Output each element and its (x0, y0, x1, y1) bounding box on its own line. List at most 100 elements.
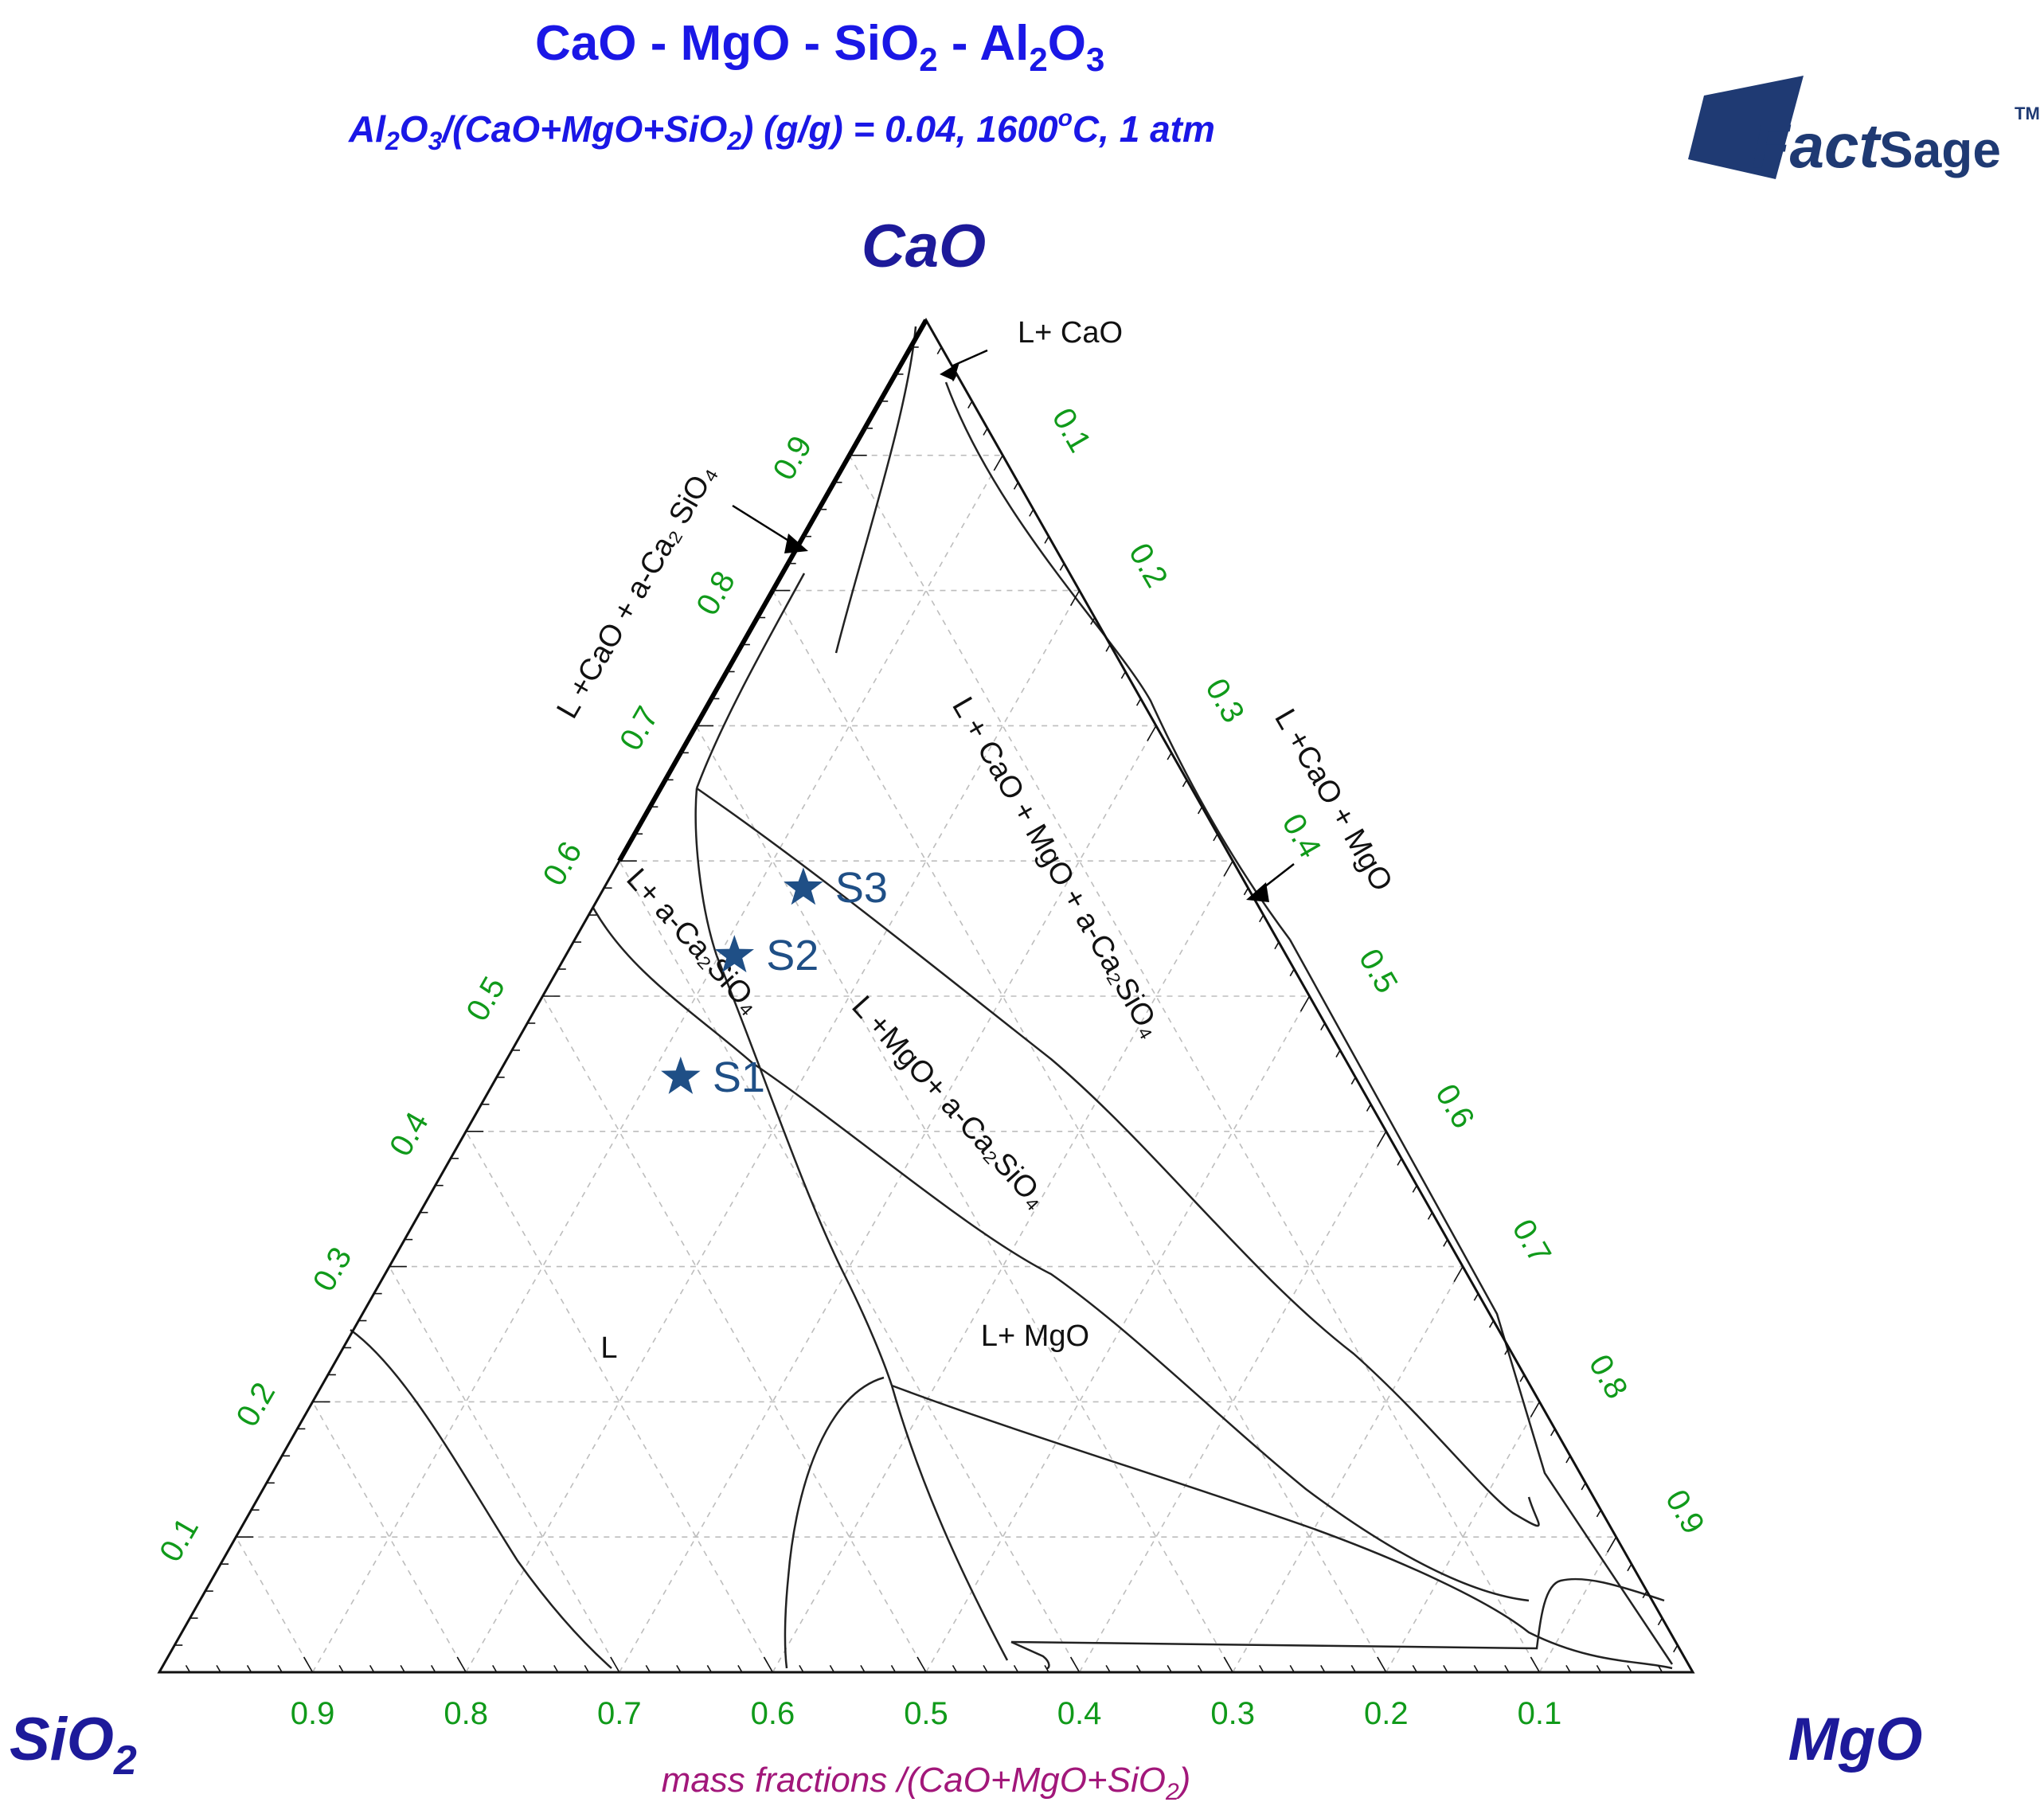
tick-bottom (676, 1664, 682, 1673)
tick-right (1607, 1536, 1617, 1553)
tick-bottom (1105, 1664, 1111, 1673)
tick-bottom (1350, 1664, 1356, 1673)
tick-right (1412, 1185, 1418, 1193)
tick-right (1453, 1266, 1464, 1283)
page-title: CaO - MgO - SiO2 - Al2O3 (535, 16, 1104, 78)
sample-marker-s2 (714, 935, 754, 973)
tick-bottom (1197, 1664, 1203, 1673)
vertex-label-sio2: SiO2 (10, 1706, 137, 1784)
tick-label-right: 0.9 (1659, 1484, 1711, 1540)
tick-bottom (246, 1664, 252, 1673)
tick-bottom (763, 1656, 774, 1673)
region-label-l-mgo: L+ MgO (981, 1319, 1089, 1353)
tick-label-left: 0.5 (459, 971, 512, 1026)
tick-bottom (1069, 1656, 1081, 1673)
label-arrows (732, 349, 1295, 902)
region-label-l-mgo-c2s: L +MgO+ a-Ca₂SiO₄ (845, 990, 1053, 1215)
grid-line (465, 1131, 774, 1673)
sample-marker-s1 (661, 1056, 701, 1094)
tick-bottom (1320, 1664, 1326, 1673)
tick-bottom (983, 1664, 988, 1673)
tick-right (1213, 833, 1218, 842)
tick-bottom (1596, 1664, 1602, 1673)
tick-bottom (952, 1664, 958, 1673)
tick-label-bottom: 0.1 (1518, 1696, 1562, 1731)
tick-right (1299, 995, 1311, 1012)
region-label-l-cao-mgo-c2s: L + CaO + MgO + a-Ca₂SiO₄ (945, 692, 1167, 1044)
grid-line (311, 1401, 467, 1673)
tick-right (1120, 671, 1127, 679)
logo-sage: Sage (1879, 121, 2001, 178)
tick-right (1029, 509, 1034, 517)
tick-bottom (645, 1664, 651, 1673)
tick-right (1530, 1401, 1541, 1417)
tick-label-right: 0.1 (1045, 402, 1098, 458)
tick-label-bottom: 0.7 (597, 1696, 642, 1731)
tick-label-bottom: 0.3 (1210, 1696, 1255, 1731)
sample-points: S3 S2 S1 (661, 864, 888, 1101)
tick-right (1657, 1617, 1663, 1626)
boundary-l-mgo (715, 955, 1009, 1661)
tick-bottom (1259, 1664, 1264, 1673)
grid-line (389, 1266, 620, 1673)
tick-right (1335, 1050, 1341, 1057)
tick-right (1488, 1320, 1495, 1328)
factsage-logo: Fact Sage TM (1688, 76, 2040, 181)
tick-right (1320, 1022, 1326, 1031)
tick-label-right: 0.2 (1122, 538, 1174, 593)
tick-bottom (492, 1664, 498, 1673)
grid-line (1385, 1401, 1541, 1673)
tick-bottom (737, 1664, 743, 1673)
tick-right (993, 455, 1003, 471)
boundary-l-c2s (592, 907, 753, 1064)
tick-label-bottom: 0.6 (751, 1696, 795, 1731)
tick-right (1366, 1104, 1372, 1112)
tick-right (1642, 1590, 1647, 1599)
sample-marker-s3 (784, 867, 823, 905)
tick-bottom (1530, 1656, 1541, 1673)
tick-right (1473, 1293, 1479, 1301)
boundary-cao-mgo (1288, 939, 1674, 1665)
tick-right (1182, 779, 1188, 788)
tick-bottom (890, 1664, 897, 1673)
tick-bottom (369, 1664, 375, 1673)
boundary-c2s-mgo-a (696, 787, 1540, 1527)
vertex-label-cao: CaO (862, 213, 986, 280)
vertex-label-mgo: MgO (1788, 1706, 1923, 1773)
tick-label-bottom: 0.8 (444, 1696, 488, 1731)
sample-label-s1: S1 (713, 1054, 765, 1101)
tick-right (1504, 1347, 1510, 1355)
tick-bottom (1135, 1664, 1142, 1673)
tick-right (1223, 860, 1233, 877)
tick-label-left: 0.9 (766, 430, 819, 486)
tick-label-left: 0.1 (153, 1512, 205, 1568)
tick-right (1274, 941, 1280, 950)
tick-label-right: 0.8 (1582, 1349, 1635, 1405)
tick-bottom (799, 1664, 804, 1673)
tick-bottom (456, 1656, 467, 1673)
region-label-l: L (600, 1331, 617, 1365)
tick-bottom (522, 1664, 528, 1673)
tick-right (1581, 1482, 1586, 1491)
tick-bottom (1412, 1664, 1418, 1673)
tick-right (1135, 698, 1142, 706)
tick-right (1377, 1131, 1387, 1147)
tick-bottom (860, 1664, 866, 1673)
sample-label-s3: S3 (835, 864, 888, 912)
tick-right (1427, 1212, 1433, 1220)
tick-right (1259, 914, 1264, 923)
tick-bottom (1289, 1664, 1295, 1673)
tick-right (1443, 1239, 1448, 1247)
tick-bottom (1377, 1656, 1387, 1673)
tick-label-right: 0.6 (1428, 1078, 1481, 1134)
tick-label-left: 0.8 (690, 565, 742, 621)
tick-bottom (400, 1664, 405, 1673)
tick-right (1243, 887, 1249, 896)
tick-right (1519, 1374, 1525, 1382)
grid-line (1078, 1131, 1387, 1673)
tick-bottom (1627, 1664, 1632, 1673)
tick-right (967, 401, 973, 408)
tick-marks (174, 346, 1679, 1673)
tick-bottom (303, 1656, 314, 1673)
tick-label-bottom: 0.2 (1364, 1696, 1409, 1731)
